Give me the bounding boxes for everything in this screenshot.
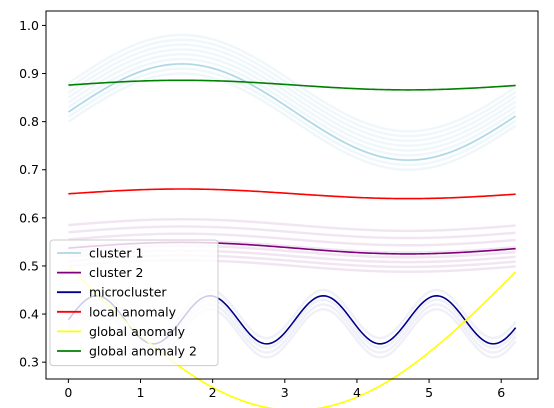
background-line (67, 53, 517, 152)
x-tick-label: 2 (209, 385, 217, 400)
background-line (67, 43, 517, 143)
legend-label: cluster 2 (89, 265, 143, 280)
legend: cluster 1 cluster 2 microcluster local anom… (49, 239, 219, 367)
series-line (67, 63, 517, 161)
legend-label: global anomaly 2 (89, 344, 197, 359)
x-tick-label: 4 (353, 385, 361, 400)
y-tick-label: 0.5 (19, 258, 39, 273)
y-tick-label: 0.8 (19, 114, 39, 129)
background-line (67, 33, 517, 133)
x-tick-label: 5 (425, 385, 433, 400)
background-line (68, 218, 516, 233)
x-tick-label: 6 (497, 385, 505, 400)
y-tick-label: 1.0 (19, 18, 39, 33)
background-line (68, 225, 516, 240)
background-line (67, 48, 517, 147)
background-line (67, 38, 517, 138)
legend-box (49, 239, 219, 367)
legend-label: cluster 1 (89, 246, 143, 261)
y-tick-label: 0.3 (19, 355, 39, 370)
background-line (67, 57, 517, 157)
y-tick-label: 0.6 (19, 210, 39, 225)
x-tick-label: 3 (281, 385, 289, 400)
background-line (67, 72, 517, 171)
series-line (68, 79, 516, 91)
x-tick-label: 0 (64, 385, 72, 400)
y-axis: 0.3 0.4 0.5 0.6 0.7 0.8 0.9 1.0 (19, 18, 46, 370)
plot-frame (45, 10, 539, 380)
background-line (67, 67, 517, 167)
legend-label: microcluster (89, 285, 167, 300)
y-tick-label: 0.4 (19, 307, 39, 322)
legend-label: local anomaly (89, 304, 177, 319)
x-axis: 0 1 2 3 4 5 6 (64, 379, 505, 400)
y-tick-label: 0.9 (19, 66, 39, 81)
y-tick-label: 0.7 (19, 162, 39, 177)
x-tick-label: 1 (137, 385, 145, 400)
background-line (68, 232, 516, 247)
legend-label: global anomaly (89, 324, 186, 339)
series-line (68, 188, 516, 200)
